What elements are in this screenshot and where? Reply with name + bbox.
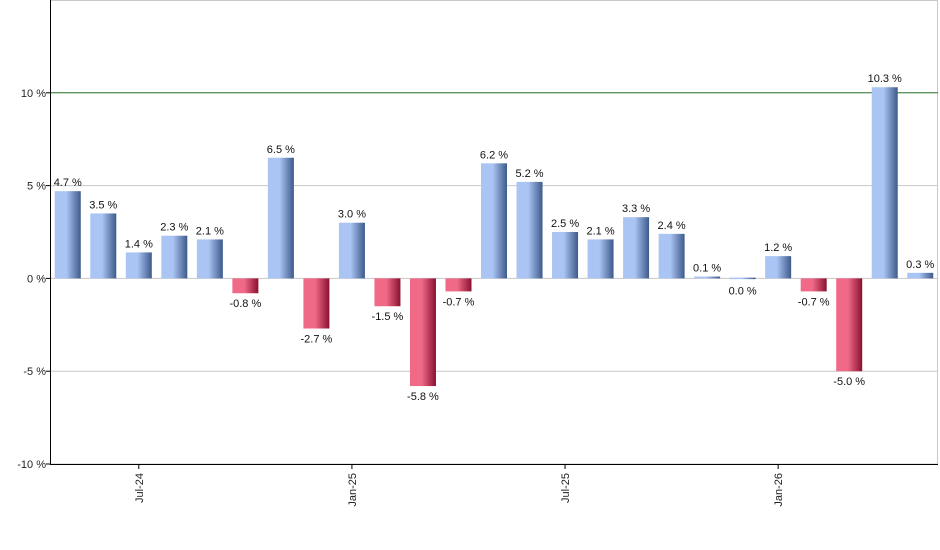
x-tick-label: Jul-24 — [134, 473, 146, 503]
bar-negative — [374, 278, 401, 307]
data-label: 6.2 % — [480, 149, 508, 161]
data-label: 2.4 % — [658, 220, 686, 232]
bar-positive — [694, 276, 721, 279]
data-label: 0.3 % — [906, 259, 934, 271]
data-label: 2.3 % — [160, 222, 188, 234]
data-label: 1.4 % — [125, 238, 153, 250]
data-label: 2.1 % — [586, 225, 614, 237]
data-label: -0.8 % — [229, 298, 261, 310]
bar-positive — [481, 163, 507, 279]
bar-negative — [836, 278, 863, 372]
bar-positive — [658, 233, 685, 279]
data-label: 3.5 % — [89, 199, 117, 211]
y-tick-label: 5 % — [27, 181, 46, 193]
data-label: 6.5 % — [267, 144, 295, 156]
bar-positive — [623, 217, 650, 279]
data-label: -2.7 % — [301, 334, 333, 346]
y-tick-labels: 10 % 5 % 0 % -5 % -10 % — [17, 88, 50, 471]
bar-positive — [125, 252, 152, 279]
bar-positive — [587, 239, 614, 279]
y-tick-label: -10 % — [17, 459, 46, 471]
data-label: 3.3 % — [622, 203, 650, 215]
bar-negative — [445, 278, 472, 292]
bar-positive — [871, 87, 898, 279]
y-tick-label: 10 % — [21, 88, 46, 100]
data-label: 4.7 % — [54, 177, 82, 189]
data-label: 2.5 % — [551, 218, 579, 230]
bar-positive — [267, 157, 294, 279]
bar-positive — [196, 239, 223, 279]
bar-positive — [552, 232, 579, 279]
data-labels: 4.7 % 3.5 % 1.4 % 2.3 % 2.1 % -0.8 % 6.5 % -2.7… — [54, 73, 935, 403]
x-tick-labels: Jul-24 Jan-25 Jul-25 Jan-26 — [134, 464, 785, 507]
y-tick-label: -5 % — [23, 366, 46, 378]
data-label: -0.7 % — [443, 296, 475, 308]
bar-positive — [729, 277, 756, 280]
data-label: -1.5 % — [372, 311, 404, 323]
bar-positive — [907, 272, 934, 279]
bar-positive — [516, 181, 543, 279]
bars — [54, 87, 934, 387]
data-label: 5.2 % — [515, 168, 543, 180]
x-tick-label: Jan-26 — [773, 473, 785, 507]
data-label: 2.1 % — [196, 225, 224, 237]
x-tick-label: Jan-25 — [347, 473, 359, 507]
y-tick-label: 0 % — [27, 273, 46, 285]
bar-positive — [338, 222, 365, 279]
data-label: -5.8 % — [407, 391, 439, 403]
data-label: 1.2 % — [764, 242, 792, 254]
data-label: 3.0 % — [338, 209, 366, 221]
data-label: 10.3 % — [868, 73, 902, 85]
bar-negative — [409, 278, 436, 387]
data-label: -5.0 % — [833, 376, 865, 388]
data-label: 0.0 % — [729, 285, 757, 297]
bar-negative — [232, 278, 259, 294]
bar-negative — [800, 278, 827, 292]
bar-positive — [161, 235, 188, 279]
bar-positive — [54, 191, 81, 279]
axes — [50, 0, 938, 465]
bar-positive — [765, 256, 792, 279]
bar-positive — [90, 213, 117, 279]
data-label: -0.7 % — [798, 296, 830, 308]
x-tick-label: Jul-25 — [560, 473, 572, 503]
data-label: 0.1 % — [693, 263, 721, 275]
bar-negative — [303, 278, 330, 329]
